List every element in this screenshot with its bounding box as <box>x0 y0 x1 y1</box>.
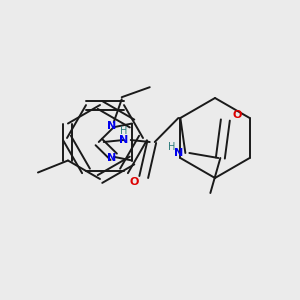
Text: N: N <box>107 153 116 163</box>
Text: N: N <box>119 135 128 145</box>
Text: N: N <box>174 148 183 158</box>
Text: O: O <box>233 110 242 120</box>
Text: O: O <box>129 177 138 187</box>
Text: H: H <box>120 126 127 136</box>
Text: H: H <box>168 142 175 152</box>
Text: N: N <box>107 121 116 131</box>
